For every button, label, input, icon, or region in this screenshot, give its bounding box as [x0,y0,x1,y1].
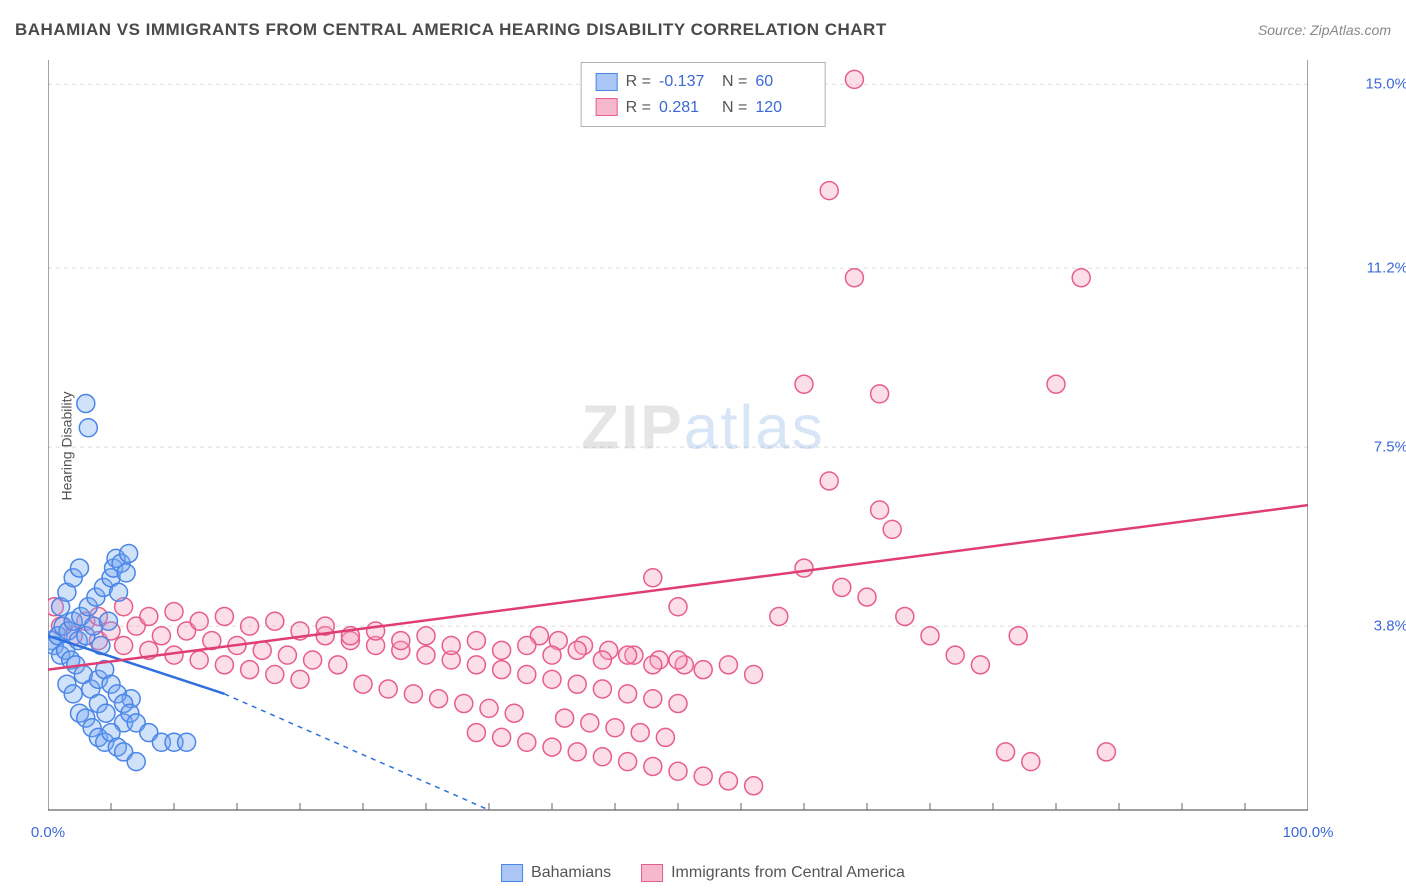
stat-n-value: 60 [755,69,810,95]
stat-r-label: R = [626,69,651,95]
legend-swatch [501,864,523,882]
stat-r-value: -0.137 [659,69,714,95]
scatter-plot-svg [48,60,1308,820]
legend-item: Bahamians [501,864,611,882]
header: BAHAMIAN VS IMMIGRANTS FROM CENTRAL AMER… [15,20,1391,40]
legend-label: Immigrants from Central America [671,864,905,882]
legend-swatch [596,98,618,116]
y-tick-label: 7.5% [1374,439,1406,456]
legend-swatch [641,864,663,882]
x-tick-label: 100.0% [1283,824,1334,841]
y-tick-label: 11.2% [1367,260,1406,277]
stat-n-label: N = [722,69,747,95]
stats-row: R = -0.137 N = 60 [596,69,811,95]
stat-n-label: N = [722,95,747,121]
bottom-legend: Bahamians Immigrants from Central America [501,864,905,882]
source-attribution: Source: ZipAtlas.com [1258,22,1391,38]
chart-title: BAHAMIAN VS IMMIGRANTS FROM CENTRAL AMER… [15,20,887,40]
legend-swatch [596,73,618,91]
stats-row: R = 0.281 N = 120 [596,95,811,121]
y-tick-label: 3.8% [1374,618,1406,635]
stat-n-value: 120 [755,95,810,121]
legend-label: Bahamians [531,864,611,882]
legend-item: Immigrants from Central America [641,864,905,882]
stat-r-label: R = [626,95,651,121]
chart-area: 3.8%7.5%11.2%15.0%0.0%100.0% [48,60,1358,820]
y-tick-label: 15.0% [1365,76,1406,93]
stats-legend-box: R = -0.137 N = 60 R = 0.281 N = 120 [581,62,826,127]
x-tick-label: 0.0% [31,824,65,841]
stat-r-value: 0.281 [659,95,714,121]
